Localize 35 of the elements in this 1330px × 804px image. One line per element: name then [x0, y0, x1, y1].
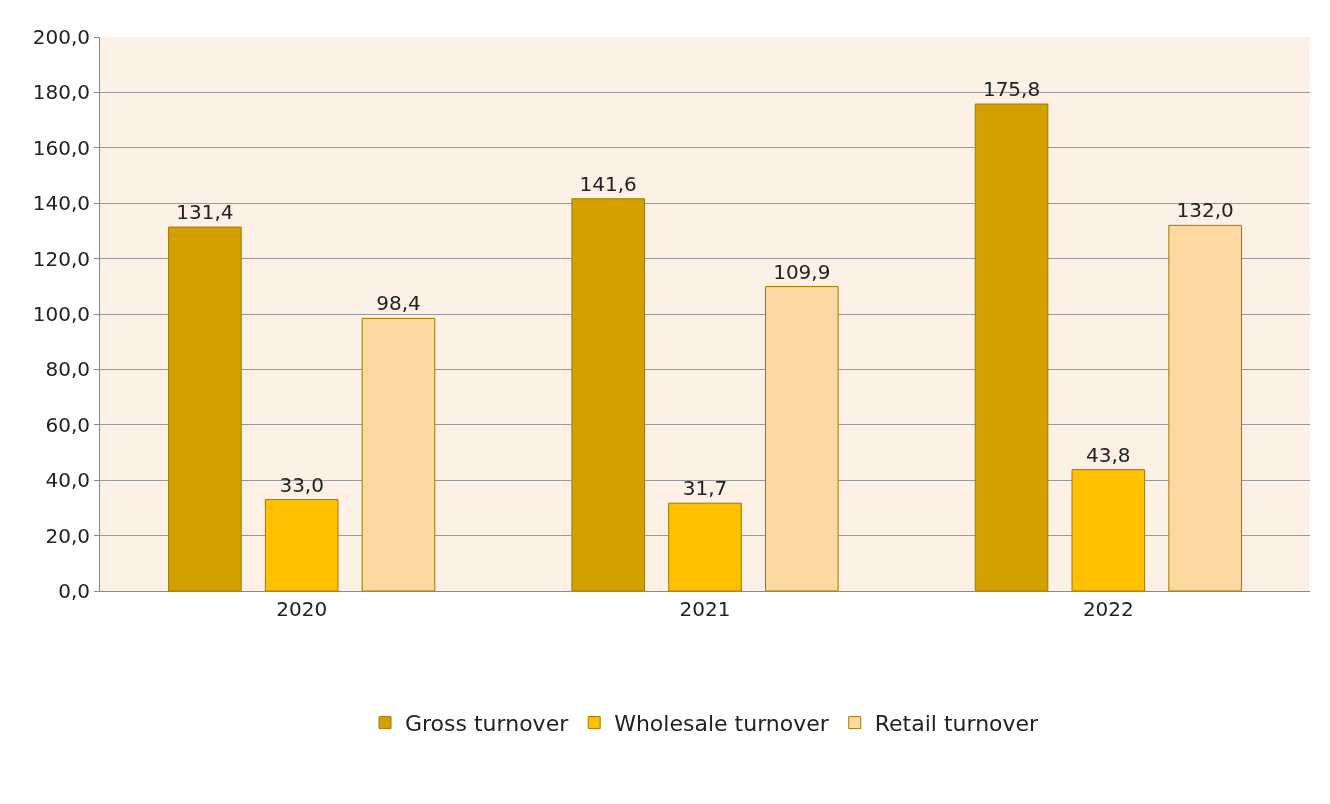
- y-tick-label: 120,0: [32, 246, 90, 271]
- y-tick-label: 40,0: [45, 468, 90, 493]
- data-label: 141,6: [579, 171, 637, 196]
- data-label: 31,7: [682, 476, 728, 501]
- bar: [1168, 224, 1242, 591]
- y-tick-label: 200,0: [32, 25, 90, 49]
- y-tick-label: 160,0: [32, 135, 90, 160]
- bar: [571, 198, 645, 591]
- data-label: 131,4: [176, 200, 234, 225]
- bar: [361, 317, 436, 591]
- y-tick-label: 100,0: [32, 302, 90, 326]
- legend-label: Wholesale turnover: [614, 711, 830, 737]
- y-tick-label: 60,0: [45, 412, 90, 437]
- y-tick-label: 20,0: [45, 523, 90, 548]
- bar: [1071, 469, 1146, 591]
- bar: [264, 499, 339, 591]
- data-label: 98,4: [376, 291, 421, 316]
- bar: [668, 502, 742, 591]
- data-label: 132,0: [1176, 198, 1234, 223]
- bar: [765, 286, 839, 591]
- data-label: 33,0: [279, 472, 324, 497]
- y-tick-label: 0,0: [58, 579, 90, 603]
- x-tick-label: 2020: [276, 597, 328, 621]
- bar: [974, 103, 1049, 591]
- x-tick-label: 2021: [679, 597, 731, 621]
- legend-label: Retail turnover: [874, 711, 1040, 737]
- data-label: 109,9: [773, 259, 831, 284]
- bar: [168, 226, 242, 591]
- y-tick-label: 180,0: [32, 80, 90, 105]
- legend-label: Gross turnover: [405, 711, 570, 737]
- data-label: 43,8: [1086, 442, 1131, 467]
- y-tick-label: 140,0: [32, 191, 90, 216]
- data-label: 175,8: [982, 77, 1041, 102]
- x-tick-label: 2022: [1082, 597, 1134, 621]
- y-tick-label: 80,0: [45, 357, 90, 382]
